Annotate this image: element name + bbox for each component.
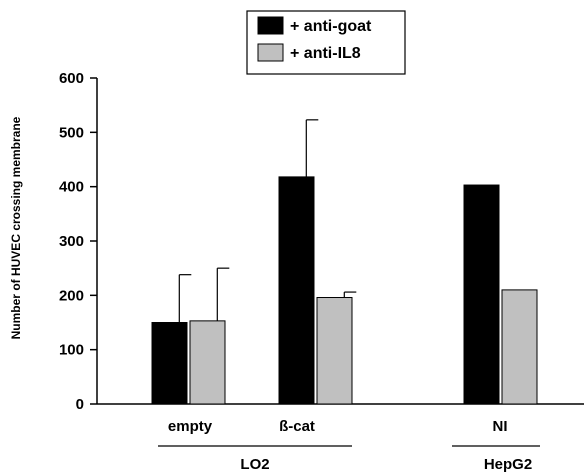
y-tick-label-500: 500	[59, 124, 84, 141]
y-tick-label-300: 300	[59, 233, 84, 250]
category-label-ni: NI	[493, 418, 508, 435]
category-label-empty: empty	[168, 418, 213, 435]
legend: + anti-goat + anti-IL8	[246, 10, 406, 75]
legend-label-anti-goat: + anti-goat	[290, 18, 372, 35]
bar-ni-series-1	[501, 289, 538, 405]
legend-swatch-anti-goat	[257, 16, 284, 35]
bar--cat-series-0	[278, 176, 315, 405]
group-label-hepg2: HepG2	[484, 456, 532, 473]
legend-box	[246, 10, 406, 75]
bar-ni-series-0	[463, 184, 500, 405]
legend-swatch-anti-il8	[257, 43, 284, 62]
bar-empty-series-0	[151, 322, 188, 405]
y-tick-label-0: 0	[76, 396, 84, 413]
bars	[151, 119, 538, 405]
legend-label-anti-il8: + anti-IL8	[290, 45, 361, 62]
y-tick-label-400: 400	[59, 179, 84, 196]
bar--cat-series-1	[316, 297, 353, 405]
y-tick-label-100: 100	[59, 342, 84, 359]
y-ticks: 0 100 200 300 400 500 600	[59, 70, 97, 413]
y-tick-label-200: 200	[59, 287, 84, 304]
category-label-b-cat: ß-cat	[279, 418, 315, 435]
group-label-lo2: LO2	[240, 456, 269, 473]
bar-empty-series-1	[189, 320, 226, 405]
y-tick-label-600: 600	[59, 70, 84, 87]
y-axis-label: Number of HUVEC crossing membrane	[9, 116, 23, 339]
